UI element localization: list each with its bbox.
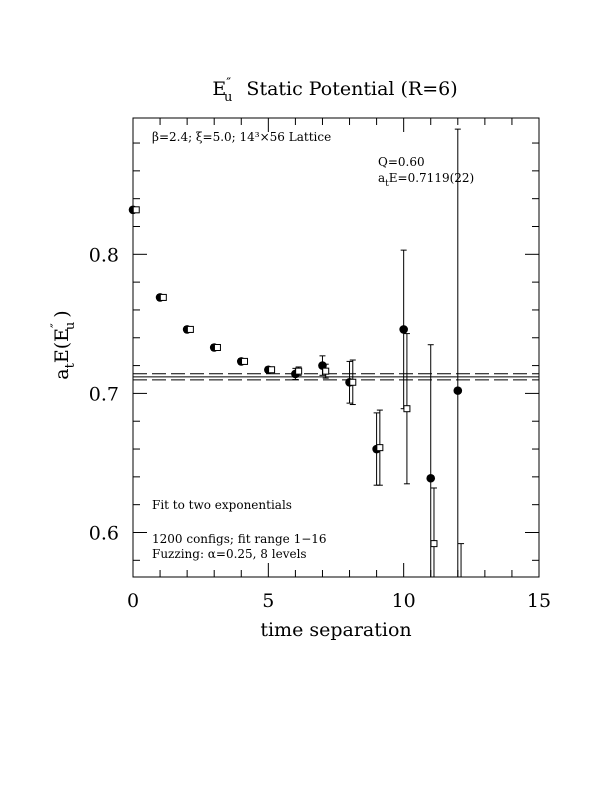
data-point-circle	[453, 386, 463, 395]
data-point-circle	[426, 473, 436, 483]
ylabel-t: t	[63, 362, 78, 368]
y-tick-label: 0.8	[89, 244, 119, 266]
title-rest: Static Potential (R=6)	[246, 78, 457, 100]
x-tick-label: 10	[392, 590, 416, 612]
y-tick-label: 0.6	[89, 522, 119, 544]
data-point-square	[159, 293, 167, 301]
data-point-square	[376, 444, 384, 452]
energy-annotation: atE=0.7119(22)	[378, 171, 474, 189]
configs-annotation: 1200 configs; fit range 1−16	[152, 532, 327, 546]
ylabel-e: E(E	[51, 328, 73, 363]
y-axis-label: atE(E″u)	[49, 310, 78, 379]
data-point-square	[268, 366, 276, 374]
data-point-square	[132, 206, 140, 214]
ylabel-close: )	[51, 310, 73, 317]
data-point-circle	[399, 325, 408, 334]
data-point-square	[213, 344, 221, 351]
data-point-square	[349, 378, 357, 386]
q-value-annotation: Q=0.60	[378, 155, 425, 169]
x-axis-label: time separation	[260, 619, 411, 641]
data-point-square	[241, 357, 249, 365]
data-point-square	[186, 325, 194, 333]
data-markers	[128, 205, 463, 548]
chart-title: E″ u Static Potential (R=6)	[212, 76, 457, 105]
x-tick-label: 0	[127, 590, 139, 612]
energy-rest: E=0.7119(22)	[389, 171, 474, 185]
data-point-square	[430, 540, 438, 548]
y-tick-label: 0.7	[89, 383, 119, 405]
axis-ticks	[132, 118, 540, 577]
ylabel-sub: u	[63, 322, 78, 330]
x-tick-label: 5	[262, 590, 274, 612]
data-point-square	[295, 367, 303, 375]
tick-labels: 0 5 10 15 0.6 0.7 0.8	[89, 244, 551, 612]
data-point-square	[322, 367, 330, 375]
ylabel-sup: ″	[49, 323, 64, 328]
data-point-square	[403, 405, 411, 413]
title-main: E	[212, 78, 226, 100]
title-sub: u	[224, 90, 232, 105]
ylabel-a: a	[51, 368, 73, 379]
fit-method-annotation: Fit to two exponentials	[152, 498, 292, 512]
x-tick-label: 15	[527, 590, 551, 612]
fuzzing-annotation: Fuzzing: α=0.25, 8 levels	[152, 547, 307, 561]
title-sup: ″	[226, 76, 231, 91]
plot-frame	[132, 117, 540, 578]
lattice-annotation: β=2.4; ξ=5.0; 14³×56 Lattice	[152, 130, 331, 144]
fit-band	[133, 373, 539, 381]
energy-t: t	[385, 179, 389, 189]
energy-a: a	[378, 171, 385, 185]
